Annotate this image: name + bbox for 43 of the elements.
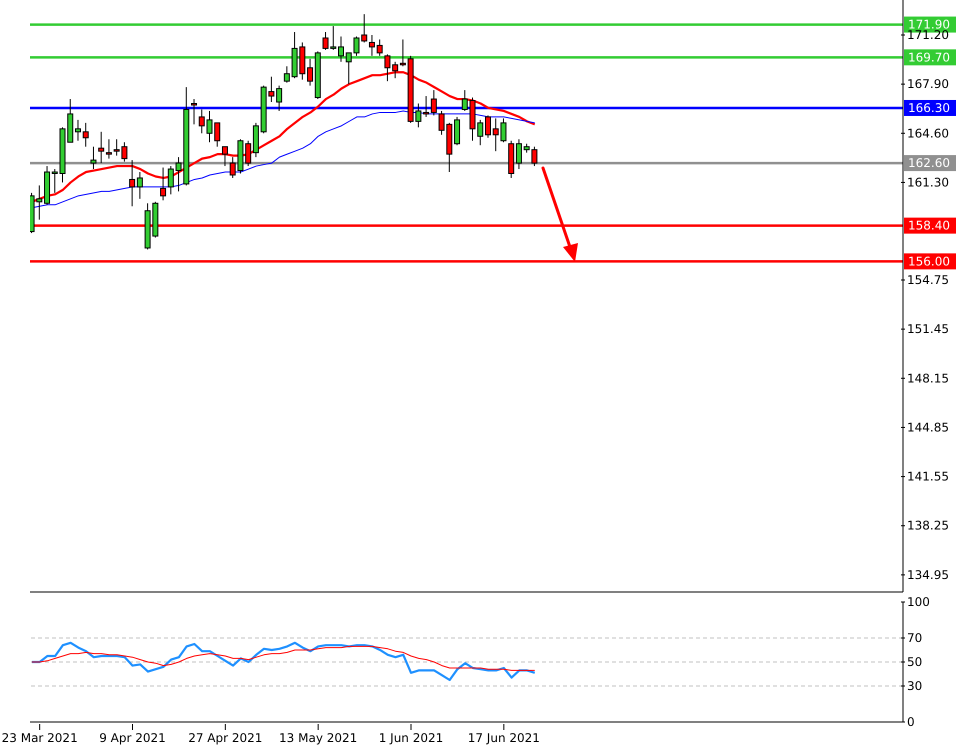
candlestick — [98, 131, 104, 164]
candlestick — [438, 110, 445, 136]
x-tick-label: 17 Jun 2021 — [468, 731, 540, 745]
candlestick — [430, 90, 437, 116]
candlestick — [90, 146, 96, 170]
line-series — [31, 646, 536, 671]
candlestick — [136, 172, 143, 200]
candlestick — [121, 142, 128, 162]
x-tick-label: 23 Mar 2021 — [2, 731, 78, 745]
y-tick-label: 151.45 — [907, 322, 949, 336]
y-tick-label: 0 — [907, 715, 915, 729]
x-tick-label: 27 Apr 2021 — [188, 731, 262, 745]
y-tick-label: 100 — [907, 595, 930, 609]
candlestick — [322, 32, 329, 50]
y-tick-label: 167.90 — [907, 77, 949, 92]
candlestick — [114, 138, 120, 156]
y-tick-label: 144.85 — [907, 420, 949, 434]
x-tick-label: 1 Jun 2021 — [378, 731, 444, 745]
line-series — [30, 642, 536, 682]
y-tick-label: 138.25 — [907, 518, 949, 533]
ref-line-label: 166.30 — [908, 100, 950, 115]
ref-line-label: 156.00 — [908, 254, 950, 268]
y-tick-label: 134.95 — [907, 568, 949, 582]
candlestick — [106, 138, 112, 160]
y-tick-label: 50 — [907, 655, 922, 669]
ref-line-label: 158.40 — [908, 218, 950, 233]
x-tick-label: 13 May 2021 — [279, 731, 358, 745]
y-tick-label: 161.30 — [907, 175, 949, 190]
ref-line-label: 162.60 — [908, 156, 950, 170]
y-tick-label: 148.15 — [907, 371, 949, 386]
candlestick — [222, 146, 228, 167]
x-tick-label: 9 Apr 2021 — [99, 731, 166, 745]
candlestick — [230, 156, 236, 178]
y-tick-label: 141.55 — [907, 470, 949, 484]
y-tick-label: 154.75 — [907, 272, 949, 287]
candlestick — [191, 98, 198, 125]
candlestick — [531, 146, 538, 167]
ref-line-label: 169.70 — [908, 50, 950, 64]
y-tick-label: 30 — [907, 679, 922, 693]
y-tick-label: 171.20 — [907, 28, 949, 42]
y-tick-label: 164.60 — [907, 126, 949, 140]
y-tick-label: 70 — [907, 631, 922, 645]
candlestick — [500, 118, 506, 143]
